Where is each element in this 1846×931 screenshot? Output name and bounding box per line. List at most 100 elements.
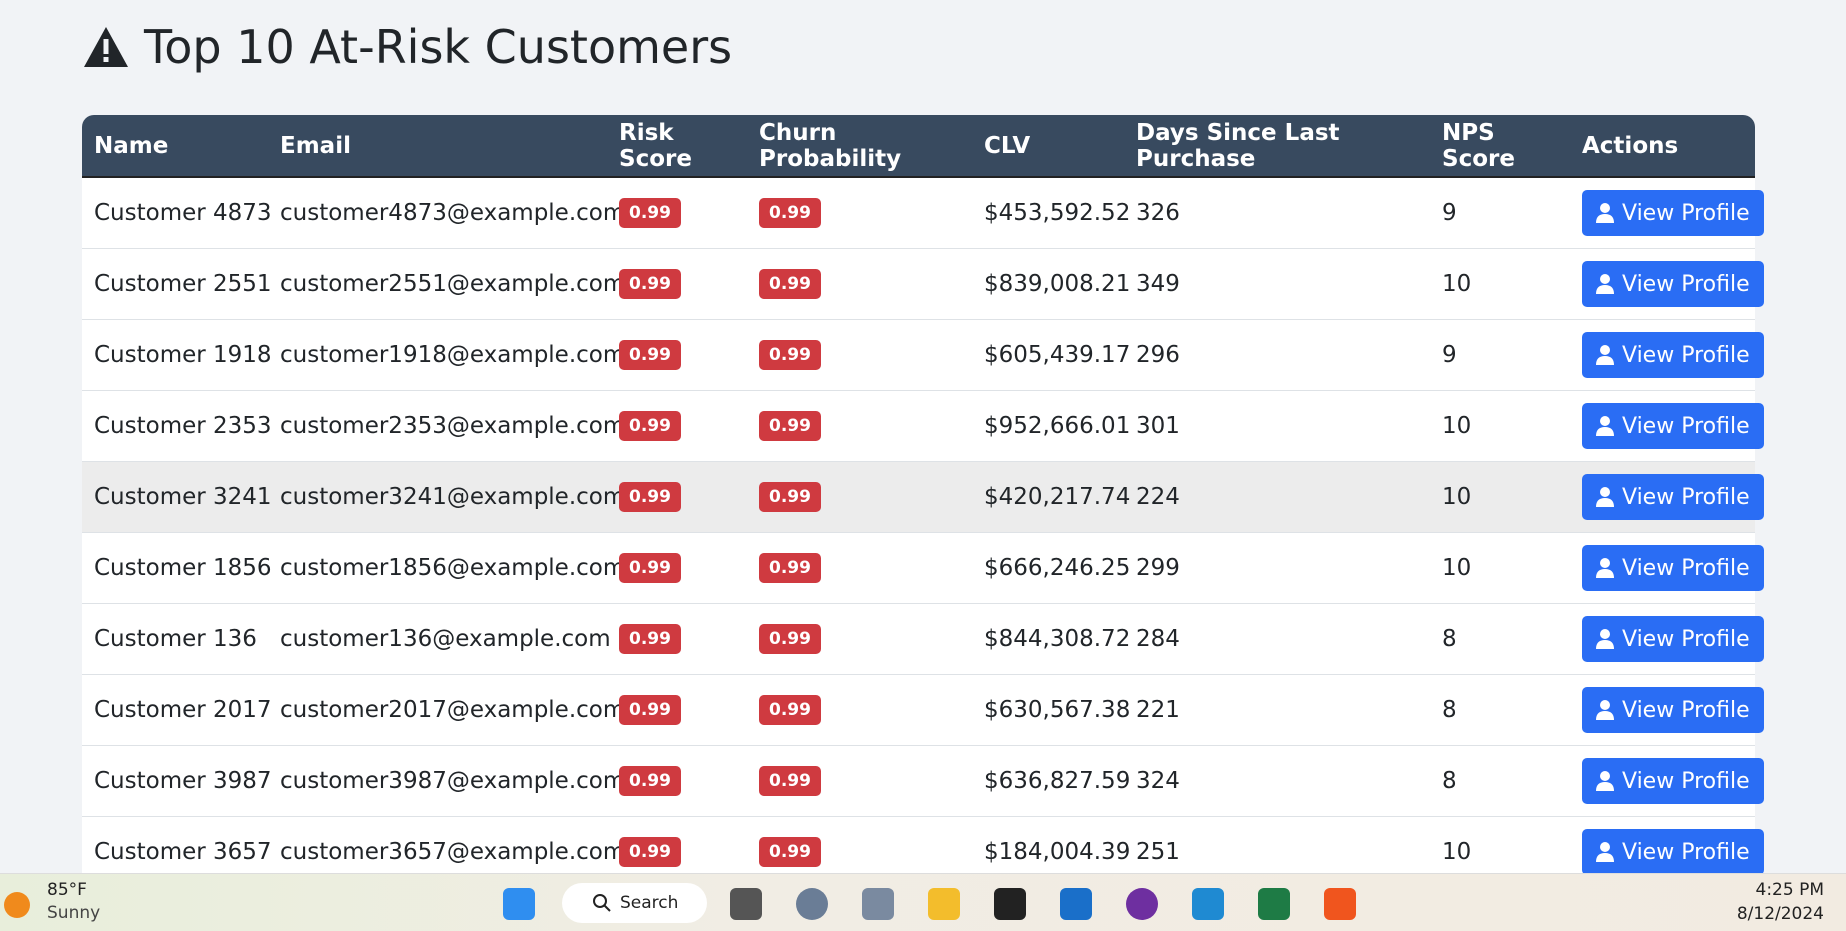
- button-label: View Profile: [1622, 342, 1750, 368]
- user-icon: [1596, 416, 1614, 436]
- app-icon[interactable]: [796, 888, 828, 920]
- table-cell: 0.99: [747, 603, 972, 675]
- view-profile-button[interactable]: View Profile: [1582, 403, 1764, 449]
- table-body: Customer 4873 customer4873@example.com 0.9…: [82, 177, 1764, 888]
- table-cell: $952,666.01: [972, 390, 1130, 462]
- view-profile-button[interactable]: View Profile: [1582, 261, 1764, 307]
- table-cell: 10: [1430, 390, 1570, 462]
- score-badge: 0.99: [759, 269, 821, 299]
- temperature[interactable]: 85°F: [47, 880, 87, 900]
- table-row: Customer 1856 customer1856@example.com 0.9…: [82, 532, 1764, 604]
- user-icon: [1596, 842, 1614, 862]
- score-badge: 0.99: [759, 198, 821, 228]
- search-box[interactable]: Search: [562, 883, 707, 923]
- view-profile-button[interactable]: View Profile: [1582, 829, 1764, 875]
- view-profile-button[interactable]: View Profile: [1582, 616, 1764, 662]
- table-cell: $636,827.59: [972, 745, 1130, 817]
- user-icon: [1596, 203, 1614, 223]
- table-cell: 299: [1124, 532, 1430, 604]
- table-cell: 0.99: [747, 674, 972, 746]
- table-cell: $420,217.74: [972, 461, 1130, 533]
- button-label: View Profile: [1622, 555, 1750, 581]
- weather-icon: [4, 892, 30, 918]
- table-row: Customer 2353 customer2353@example.com 0.9…: [82, 390, 1764, 462]
- table-cell: 9: [1430, 319, 1570, 391]
- app-icon[interactable]: [730, 888, 762, 920]
- table-cell: $839,008.21: [972, 248, 1130, 320]
- start-button[interactable]: [503, 888, 535, 920]
- table-cell: 0.99: [607, 390, 747, 462]
- button-label: View Profile: [1622, 768, 1750, 794]
- table-cell: 8: [1430, 603, 1570, 675]
- user-icon: [1596, 487, 1614, 507]
- app-icon[interactable]: [994, 888, 1026, 920]
- table-cell: View Profile: [1570, 532, 1764, 604]
- clock-time[interactable]: 4:25 PM: [1755, 880, 1825, 900]
- column-header: Churn Probability: [747, 115, 972, 178]
- app-icon[interactable]: [862, 888, 894, 920]
- table-cell: customer2551@example.com: [268, 248, 625, 320]
- table-cell: 221: [1124, 674, 1430, 746]
- table-cell: 0.99: [607, 603, 747, 675]
- column-header: NPS Score: [1430, 115, 1570, 178]
- table-cell: 0.99: [747, 461, 972, 533]
- app-icon[interactable]: [1126, 888, 1158, 920]
- table-cell: 0.99: [747, 319, 972, 391]
- table-cell: Customer 4873: [82, 177, 272, 249]
- button-label: View Profile: [1622, 839, 1750, 865]
- table-row: Customer 2551 customer2551@example.com 0.9…: [82, 248, 1764, 320]
- table-cell: $666,246.25: [972, 532, 1130, 604]
- user-icon: [1596, 771, 1614, 791]
- table-cell: 0.99: [607, 319, 747, 391]
- table-cell: 0.99: [747, 745, 972, 817]
- table-cell: 0.99: [747, 390, 972, 462]
- table-cell: 0.99: [607, 674, 747, 746]
- score-badge: 0.99: [759, 624, 821, 654]
- table-cell: 10: [1430, 532, 1570, 604]
- app-icon[interactable]: [1192, 888, 1224, 920]
- table-cell: 8: [1430, 674, 1570, 746]
- table-cell: Customer 1856: [82, 532, 272, 604]
- table-cell: $453,592.52: [972, 177, 1130, 249]
- table-cell: $844,308.72: [972, 603, 1130, 675]
- score-badge: 0.99: [759, 766, 821, 796]
- weather[interactable]: Sunny: [47, 903, 101, 923]
- table-cell: 0.99: [747, 532, 972, 604]
- view-profile-button[interactable]: View Profile: [1582, 758, 1764, 804]
- table-cell: 0.99: [607, 461, 747, 533]
- button-label: View Profile: [1622, 271, 1750, 297]
- score-badge: 0.99: [759, 837, 821, 867]
- table-cell: customer2353@example.com: [268, 390, 625, 462]
- column-header: Name: [82, 115, 268, 178]
- score-badge: 0.99: [759, 411, 821, 441]
- app-icon[interactable]: [1060, 888, 1092, 920]
- table-cell: View Profile: [1570, 603, 1764, 675]
- app-icon[interactable]: [1324, 888, 1356, 920]
- button-label: View Profile: [1622, 413, 1750, 439]
- score-badge: 0.99: [619, 340, 681, 370]
- table-cell: Customer 2017: [82, 674, 272, 746]
- table-cell: customer3987@example.com: [268, 745, 625, 817]
- table-cell: Customer 2353: [82, 390, 272, 462]
- user-icon: [1596, 629, 1614, 649]
- table-cell: View Profile: [1570, 816, 1764, 888]
- score-badge: 0.99: [619, 695, 681, 725]
- view-profile-button[interactable]: View Profile: [1582, 687, 1764, 733]
- table-cell: Customer 136: [82, 603, 268, 675]
- table-cell: View Profile: [1570, 319, 1764, 391]
- view-profile-button[interactable]: View Profile: [1582, 332, 1764, 378]
- app-icon[interactable]: [928, 888, 960, 920]
- view-profile-button[interactable]: View Profile: [1582, 545, 1764, 591]
- button-label: View Profile: [1622, 484, 1750, 510]
- table-cell: 349: [1124, 248, 1430, 320]
- view-profile-button[interactable]: View Profile: [1582, 190, 1764, 236]
- app-icon[interactable]: [1258, 888, 1290, 920]
- table-cell: View Profile: [1570, 461, 1764, 533]
- user-icon: [1596, 274, 1614, 294]
- table-cell: 0.99: [747, 177, 972, 249]
- score-badge: 0.99: [619, 411, 681, 441]
- score-badge: 0.99: [759, 695, 821, 725]
- clock-date[interactable]: 8/12/2024: [1736, 904, 1824, 924]
- view-profile-button[interactable]: View Profile: [1582, 474, 1764, 520]
- user-icon: [1596, 700, 1614, 720]
